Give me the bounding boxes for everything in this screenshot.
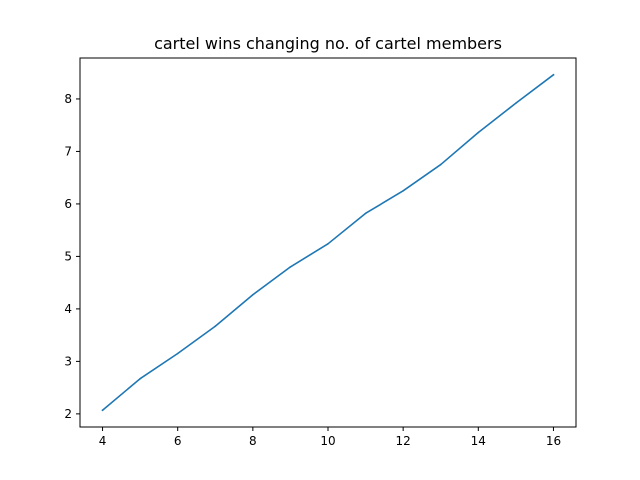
y-axis: 2 3 4 5 6 7 8 (64, 92, 80, 421)
x-tick-label: 10 (320, 434, 335, 448)
data-point (364, 212, 367, 215)
x-tick-label: 4 (99, 434, 107, 448)
plot-area-frame (79, 57, 577, 428)
data-point (289, 266, 292, 268)
data-point (327, 243, 329, 245)
series-group (101, 73, 555, 412)
data-point (214, 325, 217, 328)
y-tick-label: 4 (64, 302, 72, 316)
y-tick-label: 7 (64, 144, 72, 158)
y-tick-label: 6 (64, 197, 72, 211)
y-tick-label: 5 (64, 249, 72, 263)
data-point (477, 131, 480, 134)
data-point (552, 73, 555, 76)
data-point (252, 293, 254, 296)
x-tick-label: 14 (471, 434, 486, 448)
y-tick-label: 8 (64, 92, 72, 106)
data-point (439, 163, 442, 166)
data-point (139, 377, 141, 380)
data-point (402, 189, 404, 192)
x-tick-label: 12 (396, 434, 411, 448)
x-tick-label: 16 (546, 434, 561, 448)
y-tick-label: 3 (64, 354, 72, 368)
data-point (176, 352, 179, 355)
x-tick-label: 8 (249, 434, 257, 448)
data-point (101, 409, 104, 412)
chart-title: cartel wins changing no. of cartel membe… (154, 34, 502, 53)
y-tick-label: 2 (64, 407, 72, 421)
data-point (515, 102, 517, 104)
x-tick-label: 6 (174, 434, 182, 448)
x-axis: 4 6 8 10 12 14 16 (99, 427, 561, 448)
series-line (101, 73, 555, 412)
